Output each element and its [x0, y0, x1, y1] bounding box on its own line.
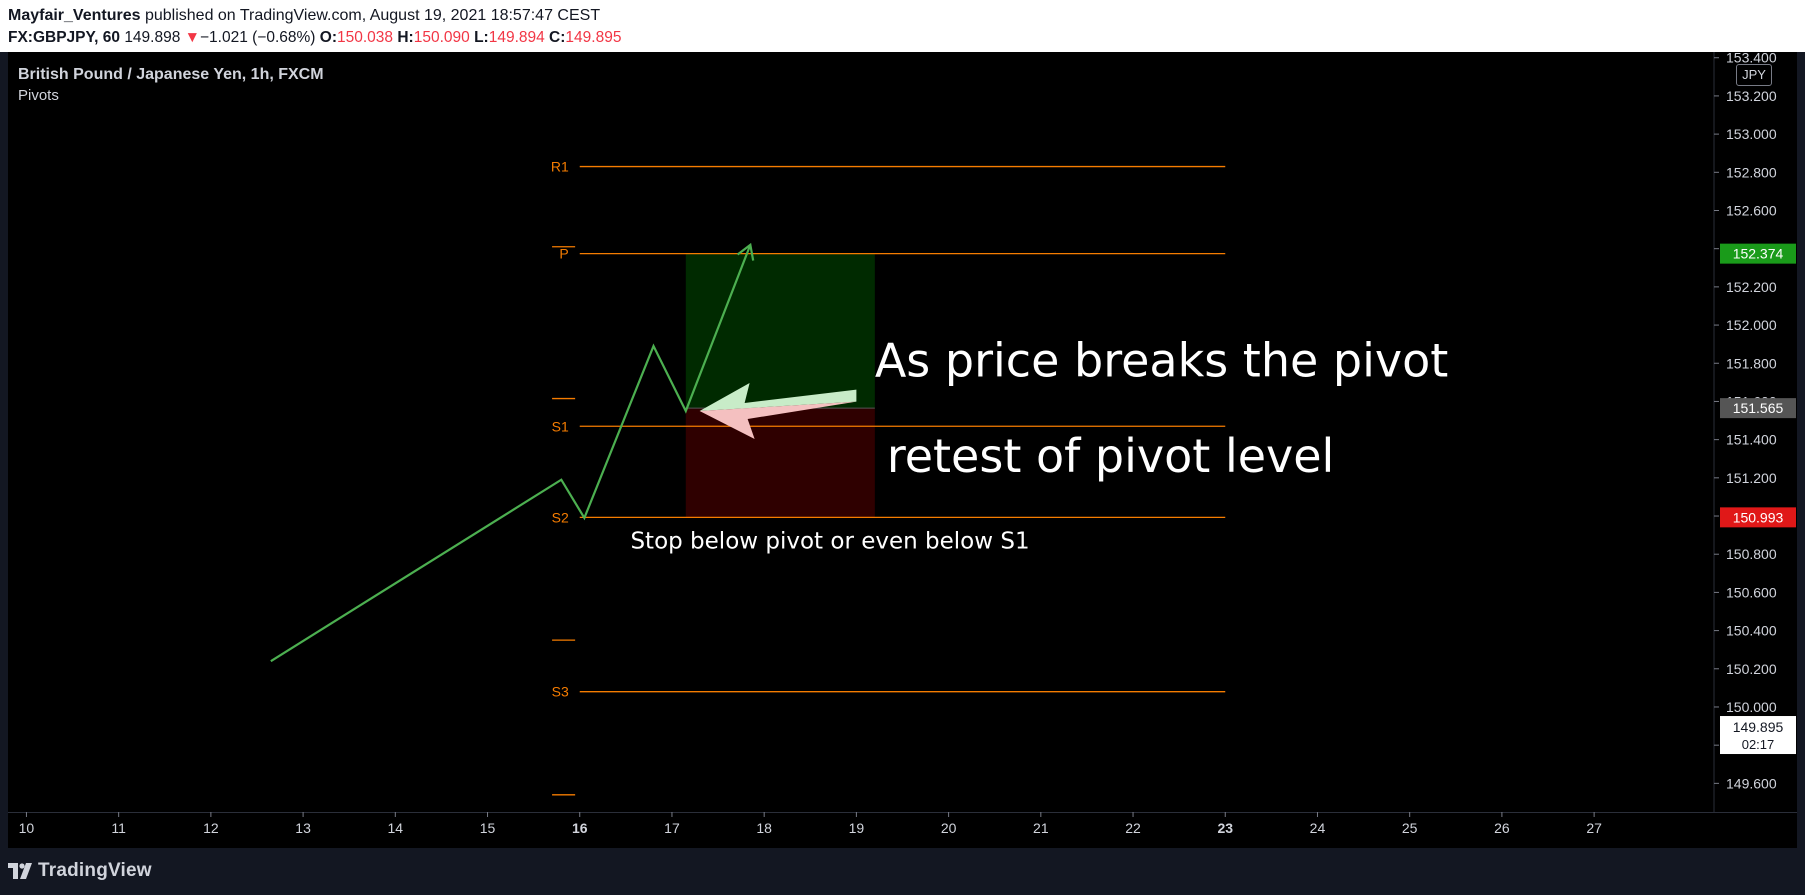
open-label: O: — [319, 29, 338, 46]
x-tick-label-11: 11 — [111, 820, 126, 836]
legend-indicator[interactable]: Pivots — [18, 87, 59, 104]
last-price-label: 149.895 — [1733, 719, 1784, 735]
pivot-label-p: P — [559, 246, 568, 262]
y-tick-label: 151.200 — [1726, 470, 1777, 486]
annotation-arrow-upper — [699, 382, 857, 411]
quote-line: FX:GBPJPY, 60 149.898 ▼−1.021 (−0.68%) O… — [8, 29, 621, 47]
price-change: −1.021 (−0.68%) — [200, 29, 316, 46]
x-tick-label-19: 19 — [849, 820, 865, 836]
path-arrowhead — [736, 242, 755, 261]
footer: TradingView — [0, 848, 1805, 895]
x-tick-label-17: 17 — [664, 820, 680, 836]
x-tick-label-18: 18 — [756, 820, 772, 836]
x-tick-label-20: 20 — [941, 820, 957, 836]
symbol-label: FX:GBPJPY, 60 — [8, 29, 120, 46]
x-tick-label-15: 15 — [480, 820, 496, 836]
x-tick-label-10: 10 — [19, 820, 35, 836]
y-tick-label: 150.000 — [1726, 699, 1777, 715]
y-tick-label: 153.200 — [1726, 88, 1777, 104]
tradingview-logo[interactable]: TradingView — [8, 860, 152, 882]
x-tick-label-23: 23 — [1217, 820, 1233, 836]
open-value: 150.038 — [337, 29, 394, 46]
low-value: 149.894 — [488, 29, 545, 46]
down-triangle-icon: ▼ — [184, 29, 200, 46]
x-tick-label-26: 26 — [1494, 820, 1510, 836]
price-badge-bg — [1720, 507, 1796, 528]
annotation-text-2: Stop below pivot or even below S1 — [630, 528, 1029, 554]
publication-line: Mayfair_Ventures published on TradingVie… — [8, 7, 600, 25]
annotation-text-0: As price breaks the pivot — [875, 334, 1448, 388]
y-tick-label: 152.200 — [1726, 279, 1777, 295]
publication-header: Mayfair_Ventures published on TradingVie… — [0, 0, 1805, 52]
drawn-price-path — [270, 244, 752, 663]
price-badge-label: 150.993 — [1733, 509, 1784, 525]
price-badge-label: 152.374 — [1733, 246, 1784, 262]
y-tick-label: 152.000 — [1726, 317, 1777, 333]
x-tick-label-25: 25 — [1402, 820, 1418, 836]
price-badge-label: 151.565 — [1733, 400, 1784, 416]
loss-zone — [685, 408, 875, 518]
profit-zone — [685, 253, 875, 409]
annotation-text-1: retest of pivot level — [887, 429, 1335, 483]
x-tick-label-22: 22 — [1125, 820, 1141, 836]
y-tick-label: 151.400 — [1726, 432, 1777, 448]
y-tick-label: 150.200 — [1726, 661, 1777, 677]
close-label: C: — [549, 29, 566, 46]
currency-badge[interactable]: JPY — [1736, 64, 1772, 86]
x-tick-label-16: 16 — [572, 820, 588, 836]
y-tick-label: 152.600 — [1726, 202, 1777, 218]
annotation-arrow-lower — [699, 401, 857, 439]
x-tick-label-21: 21 — [1033, 820, 1049, 836]
y-tick-label: 153.400 — [1726, 52, 1777, 66]
author-name[interactable]: Mayfair_Ventures — [8, 7, 141, 24]
y-tick-label: 151.800 — [1726, 355, 1777, 371]
y-tick-label: 153.000 — [1726, 126, 1777, 142]
pivot-label-s2: S2 — [552, 509, 569, 525]
high-label: H: — [397, 29, 414, 46]
x-tick-label-14: 14 — [388, 820, 404, 836]
x-tick-label-13: 13 — [295, 820, 311, 836]
price-badge-bg — [1720, 398, 1796, 419]
y-tick-label: 150.800 — [1726, 546, 1777, 562]
y-tick-label: 152.800 — [1726, 164, 1777, 180]
y-tick-label: 150.400 — [1726, 623, 1777, 639]
last-price: 149.898 — [124, 29, 181, 46]
high-value: 150.090 — [413, 29, 470, 46]
x-tick-label-12: 12 — [203, 820, 219, 836]
y-tick-label: 149.600 — [1726, 775, 1777, 791]
last-price-badge-bg — [1720, 716, 1796, 755]
y-tick-label: 150.600 — [1726, 584, 1777, 600]
chart-legend: British Pound / Japanese Yen, 1h, FXCM P… — [18, 66, 324, 104]
legend-title[interactable]: British Pound / Japanese Yen, 1h, FXCM — [18, 66, 324, 83]
low-label: L: — [474, 29, 489, 46]
price-badge-bg — [1720, 243, 1796, 264]
pivot-label-s3: S3 — [552, 684, 569, 700]
chart-frame[interactable]: R1 P S1 S2 S3 As price breaks the pivot retest… — [8, 52, 1797, 848]
chart-canvas[interactable]: R1 P S1 S2 S3 As price breaks the pivot retest… — [8, 52, 1797, 848]
close-value: 149.895 — [565, 29, 622, 46]
pivot-label-s1: S1 — [552, 418, 569, 434]
countdown-label: 02:17 — [1742, 737, 1775, 752]
pivot-label-r1: R1 — [551, 159, 569, 175]
tradingview-logo-icon — [8, 863, 32, 879]
tradingview-logo-text: TradingView — [38, 860, 152, 881]
x-tick-label-24: 24 — [1310, 820, 1326, 836]
published-info: published on TradingView.com, August 19,… — [140, 7, 601, 24]
x-tick-label-27: 27 — [1586, 820, 1602, 836]
